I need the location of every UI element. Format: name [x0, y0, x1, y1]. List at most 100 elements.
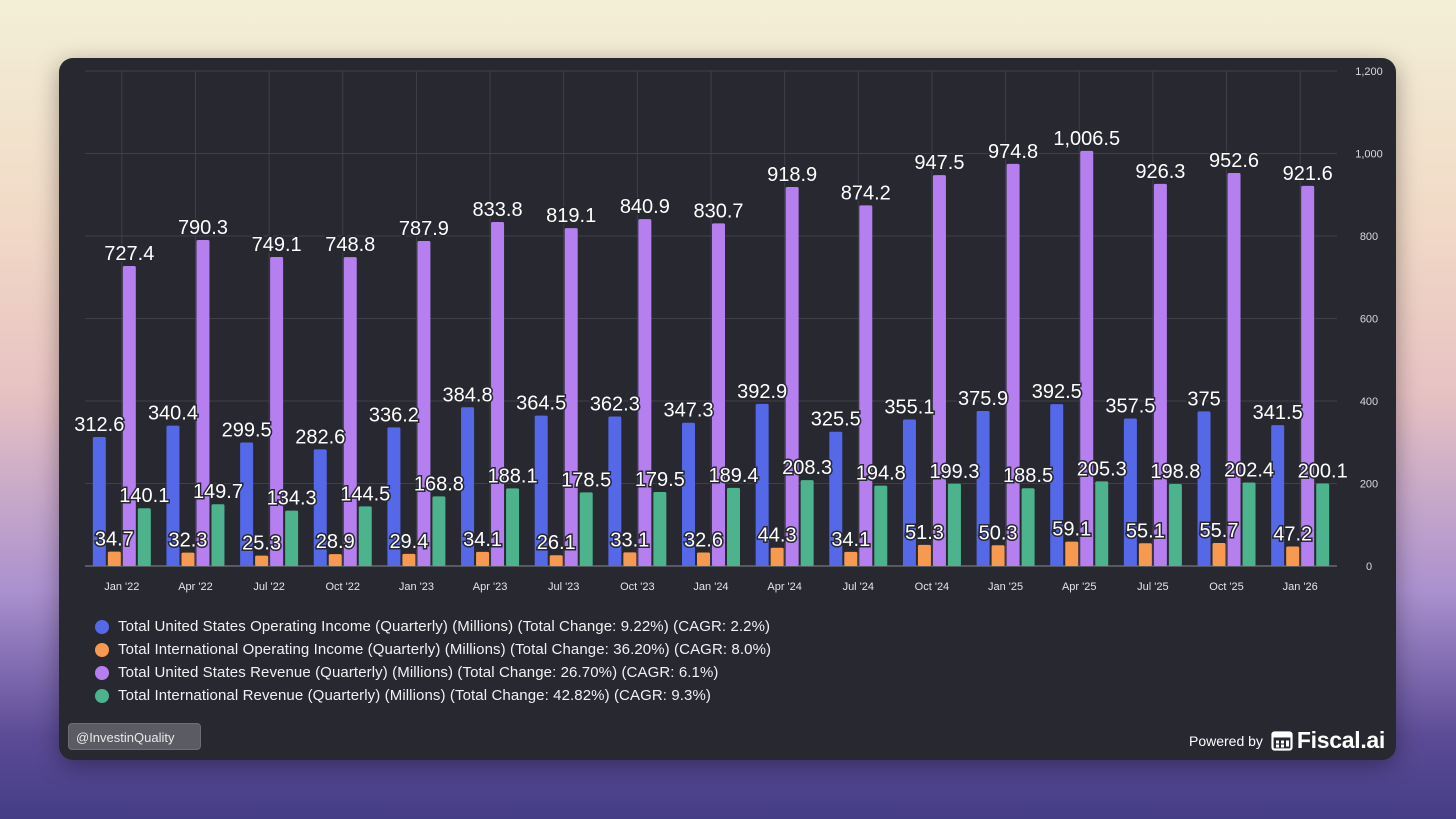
data-label: 34.7 — [95, 529, 134, 551]
data-label: 194.8 — [856, 463, 906, 485]
bar — [1021, 488, 1035, 566]
bar — [1095, 481, 1109, 566]
data-label: 50.3 — [979, 522, 1018, 544]
bar — [947, 483, 961, 566]
bar — [92, 437, 106, 566]
x-tick-label: Jan '26 — [1283, 581, 1318, 593]
bar — [1080, 150, 1094, 566]
data-label: 312.6 — [74, 414, 124, 436]
data-label: 32.6 — [684, 530, 723, 552]
data-label: 918.9 — [767, 164, 817, 186]
bar — [402, 553, 416, 566]
data-label: 25.3 — [242, 533, 281, 555]
bar — [1212, 543, 1226, 566]
bar — [1050, 404, 1064, 566]
data-label: 364.5 — [516, 393, 566, 415]
chart-card: 312.6 340.4 299.5 282.6 336.2 384.8 364.5 362.3… — [59, 58, 1396, 760]
x-tick-label: Jan '22 — [104, 581, 139, 593]
bar — [491, 222, 505, 566]
data-label: 375.9 — [958, 388, 1008, 410]
legend-item-us-revenue[interactable]: Total United States Revenue (Quarterly) … — [95, 661, 771, 684]
legend-item-intl-operating-income[interactable]: Total International Operating Income (Qu… — [95, 638, 771, 661]
bar — [1242, 482, 1256, 566]
bar — [623, 552, 637, 566]
data-label: 790.3 — [178, 217, 228, 239]
bar — [211, 504, 225, 566]
bar — [255, 555, 269, 566]
bar — [932, 175, 946, 566]
data-label: 926.3 — [1135, 161, 1185, 183]
bar — [1271, 425, 1285, 566]
data-label: 748.8 — [325, 234, 375, 256]
bar — [181, 552, 195, 566]
data-label: 178.5 — [561, 469, 611, 491]
bar — [976, 410, 990, 566]
data-label: 140.1 — [119, 485, 169, 507]
legend-swatch — [95, 642, 109, 657]
brand-name: Fiscal.ai — [1296, 727, 1385, 753]
data-label: 952.6 — [1209, 150, 1259, 172]
data-label: 299.5 — [222, 419, 272, 441]
data-label: 202.4 — [1224, 460, 1274, 482]
y-tick-label: 400 — [1360, 396, 1378, 408]
data-label: 51.3 — [905, 522, 944, 544]
data-label: 392.9 — [737, 381, 787, 403]
bar — [917, 544, 931, 566]
axes: 0 200 400 600 800 1,000 1,200 Jan '22 Apr '22 Jul… — [104, 66, 1383, 593]
bar — [1153, 183, 1167, 566]
legend-label: Total United States Revenue (Quarterly) … — [118, 664, 719, 681]
x-tick-label: Apr '22 — [178, 581, 213, 593]
data-label: 819.1 — [546, 205, 596, 227]
data-label: 199.3 — [929, 461, 979, 483]
bar — [755, 403, 769, 566]
bar — [270, 256, 284, 566]
bar — [1286, 546, 1300, 566]
data-labels: 312.6 340.4 299.5 282.6 336.2 384.8 364.5 362.3… — [73, 126, 1349, 556]
data-label: 198.8 — [1150, 461, 1200, 483]
data-label: 840.9 — [620, 196, 670, 218]
bar — [240, 442, 254, 566]
data-label: 32.3 — [169, 530, 208, 552]
bar — [387, 427, 401, 566]
data-label: 34.1 — [831, 529, 870, 551]
data-label: 384.8 — [443, 384, 493, 406]
bar — [638, 219, 652, 566]
data-label: 168.8 — [414, 473, 464, 495]
legend-item-us-operating-income[interactable]: Total United States Operating Income (Qu… — [95, 615, 771, 638]
data-label: 188.1 — [488, 465, 538, 487]
data-label: 833.8 — [473, 199, 523, 221]
bar — [727, 487, 740, 566]
powered-by[interactable]: Powered by Fiscal.ai — [1189, 727, 1385, 754]
legend-label: Total United States Operating Income (Qu… — [118, 618, 771, 635]
data-label: 357.5 — [1105, 396, 1155, 418]
powered-by-label: Powered by — [1188, 732, 1263, 749]
x-tick-label: Jul '24 — [843, 581, 874, 593]
data-label: 205.3 — [1077, 458, 1127, 480]
bar — [1065, 541, 1079, 566]
y-tick-label: 1,000 — [1355, 149, 1383, 161]
bar — [653, 491, 667, 566]
data-label: 392.5 — [1032, 381, 1082, 403]
data-label: 787.9 — [399, 218, 449, 240]
x-tick-label: Jul '23 — [548, 581, 579, 593]
bar — [506, 488, 520, 566]
bar — [1123, 418, 1137, 566]
data-label: 55.1 — [1126, 520, 1165, 542]
legend-label: Total International Revenue (Quarterly) … — [118, 687, 712, 704]
data-label: 28.9 — [316, 531, 355, 553]
bar — [534, 415, 548, 566]
bar — [461, 407, 475, 566]
data-label: 874.2 — [841, 182, 891, 204]
y-tick-label: 0 — [1366, 561, 1372, 573]
bar — [770, 547, 784, 566]
legend-item-intl-revenue[interactable]: Total International Revenue (Quarterly) … — [95, 684, 771, 707]
bar — [579, 492, 593, 566]
data-label: 149.7 — [193, 481, 243, 503]
bar — [1316, 483, 1330, 566]
bar — [785, 186, 799, 567]
bar — [166, 425, 180, 566]
data-label: 208.3 — [782, 457, 832, 479]
bar — [1006, 163, 1020, 566]
data-label: 33.1 — [610, 529, 649, 551]
bar — [564, 228, 578, 566]
